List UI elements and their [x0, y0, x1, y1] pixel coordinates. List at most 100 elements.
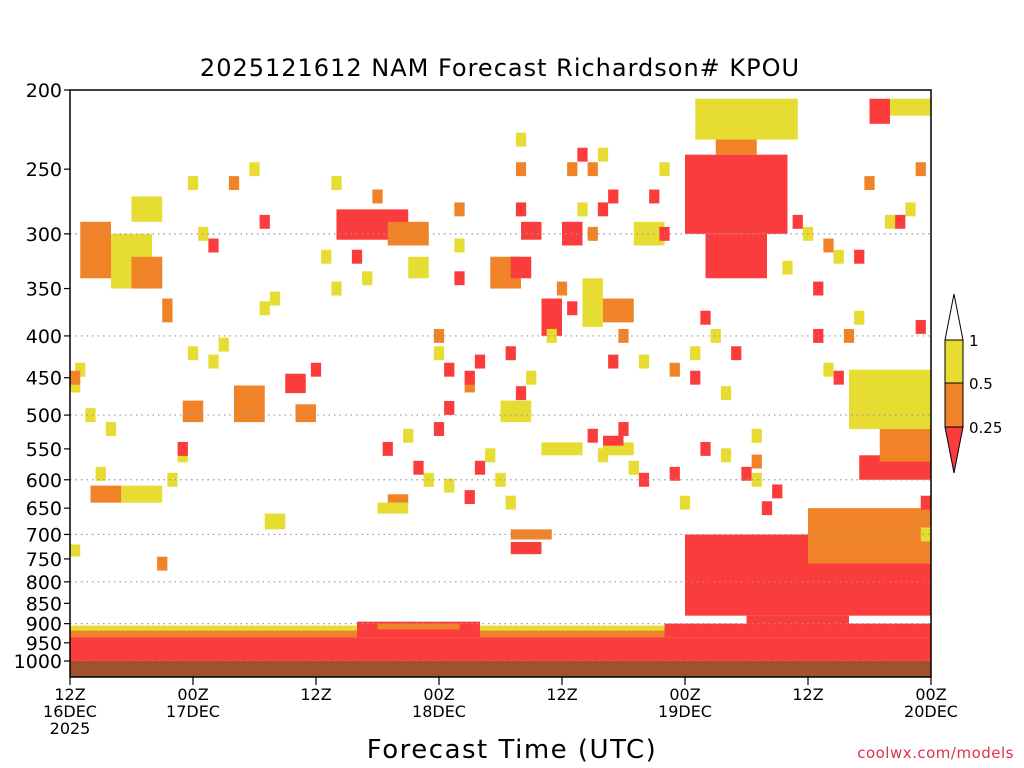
cell-orange — [556, 281, 568, 296]
cell-yellow — [720, 386, 732, 401]
region-red — [746, 615, 849, 626]
y-tick-label: 600 — [26, 470, 62, 492]
region-orange — [234, 385, 265, 423]
region-yellow — [264, 513, 286, 530]
cell-orange — [618, 328, 629, 343]
y-tick-label: 850 — [26, 593, 62, 615]
region-red — [521, 221, 542, 240]
region-yellow — [70, 544, 81, 557]
region-orange — [295, 404, 316, 423]
cell-red — [464, 490, 475, 505]
region-orange — [131, 256, 163, 289]
cell-orange — [567, 162, 578, 177]
region-orange — [387, 221, 429, 246]
region-yellow — [70, 625, 931, 634]
cell-red — [597, 202, 609, 217]
cell-yellow — [679, 495, 691, 510]
x-tick-label: 12Z — [54, 685, 85, 704]
region-orange — [162, 298, 173, 323]
cell-red — [833, 370, 844, 385]
region-red — [869, 98, 890, 124]
region-yellow — [500, 400, 532, 423]
cell-yellow — [751, 428, 762, 443]
x-axis-label: Forecast Time (UTC) — [367, 735, 658, 765]
x-tick-label: 12Z — [300, 685, 331, 704]
cell-red — [915, 319, 926, 334]
cell-red — [515, 202, 527, 217]
cell-red — [741, 466, 752, 481]
y-tick-label: 550 — [26, 439, 62, 461]
region-red — [705, 233, 767, 279]
cell-yellow — [75, 362, 86, 377]
y-tick-label: 750 — [26, 549, 62, 571]
cell-red — [505, 346, 516, 361]
cell-orange — [372, 189, 383, 204]
x-tick-label: 00Z — [915, 685, 946, 704]
cell-yellow — [187, 176, 199, 191]
cell-yellow — [710, 328, 721, 343]
cell-red — [567, 301, 578, 316]
ground — [70, 661, 931, 677]
region-red — [664, 623, 931, 638]
cell-red — [854, 249, 865, 264]
cell-yellow — [95, 466, 106, 481]
legend: 1 0.5 0.25 — [944, 293, 1002, 474]
cell-yellow — [167, 472, 178, 487]
cell-red — [618, 422, 629, 436]
cell-orange — [823, 238, 834, 253]
cell-red — [351, 249, 363, 264]
y-tick-label: 200 — [26, 80, 62, 102]
y-tick-label: 650 — [26, 498, 62, 520]
region-red — [285, 373, 306, 394]
x-tick-label: 00Z — [177, 685, 208, 704]
cell-red — [700, 310, 711, 325]
cell-orange — [515, 162, 527, 177]
cell-orange — [915, 162, 926, 177]
y-tick-label: 500 — [26, 405, 62, 427]
cell-yellow — [597, 448, 609, 463]
cell-yellow — [218, 337, 229, 352]
cell-orange — [587, 162, 598, 177]
cell-red — [577, 147, 588, 162]
region-red — [603, 435, 624, 446]
region-red — [70, 637, 931, 661]
legend-threshold-label: 1 — [969, 332, 979, 350]
cell-red — [895, 214, 906, 229]
cell-red — [464, 370, 475, 385]
cell-yellow — [884, 214, 896, 229]
cell-red — [669, 466, 680, 481]
cell-yellow — [905, 202, 916, 217]
y-tick-label: 450 — [26, 368, 62, 390]
region-yellow — [695, 98, 798, 140]
cell-orange — [751, 454, 762, 469]
x-tick-label: 17DEC — [166, 702, 220, 721]
region-yellow — [131, 196, 163, 222]
cell-yellow — [628, 460, 639, 475]
region-red — [541, 298, 562, 336]
cell-orange — [464, 378, 475, 393]
cell-yellow — [782, 260, 793, 275]
y-tick-label: 400 — [26, 326, 62, 348]
cell-yellow — [403, 428, 414, 443]
cell-red — [454, 271, 465, 286]
region-yellow — [377, 502, 409, 514]
cell-red — [515, 386, 527, 401]
region-orange — [90, 485, 122, 503]
y-tick-label: 1000 — [14, 651, 62, 673]
cell-red — [413, 460, 424, 475]
x-tick-label: 12Z — [546, 685, 577, 704]
y-tick-label: 300 — [26, 224, 62, 246]
y-tick-label: 900 — [26, 614, 62, 636]
y-tick-label: 700 — [26, 524, 62, 546]
region-orange — [387, 494, 409, 503]
region-orange — [182, 400, 204, 423]
cell-red — [608, 189, 619, 204]
cell-yellow — [833, 249, 844, 264]
cell-yellow — [526, 370, 537, 385]
cell-yellow — [920, 527, 931, 542]
cell-red — [177, 441, 188, 456]
cell-orange — [454, 202, 465, 217]
cell-yellow — [331, 176, 342, 191]
cell-red — [638, 472, 650, 487]
